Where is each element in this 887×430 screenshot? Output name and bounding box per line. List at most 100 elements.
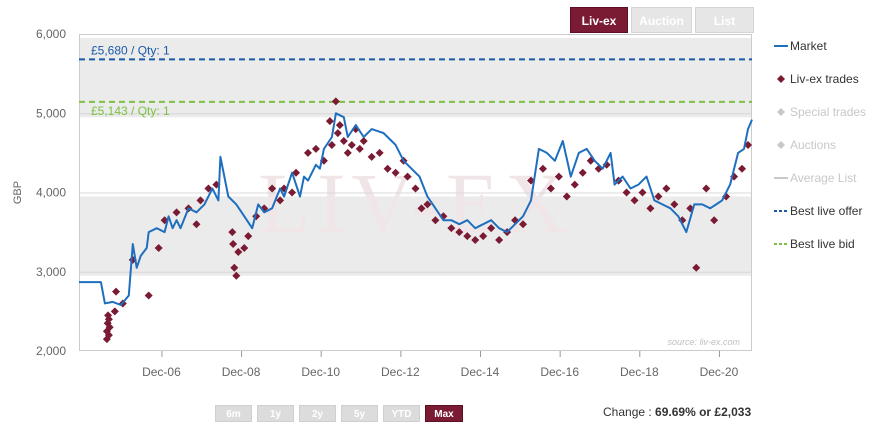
trade-point (383, 164, 392, 173)
trade-point (230, 263, 239, 272)
trade-point (411, 184, 420, 193)
trade-point (112, 287, 121, 296)
x-tick-label: Dec-16 (540, 365, 579, 379)
y-tick-label: 2,000 (36, 344, 66, 358)
trade-point (455, 228, 464, 237)
y-tick-label: 5,000 (36, 106, 66, 120)
change-summary: Change : 69.69% or £2,033 (603, 405, 751, 419)
x-tick-label: Dec-10 (301, 365, 340, 379)
trade-point (234, 247, 243, 256)
legend-label: Best live offer (790, 204, 863, 218)
trade-point (479, 232, 488, 241)
trade-point (463, 232, 472, 241)
trade-point (578, 168, 587, 177)
trade-point (702, 184, 711, 193)
range-max-button[interactable]: Max (425, 405, 463, 422)
legend-symbol-icon (777, 141, 785, 149)
trade-point (375, 148, 384, 157)
trade-point (172, 208, 181, 217)
trade-point (104, 331, 113, 340)
x-axis: Dec-06 Dec-08 Dec-10 Dec-12 Dec-14 Dec-16 Dec-… (142, 351, 739, 379)
trade-point (232, 271, 241, 280)
range-5y-button[interactable]: 5y (341, 405, 378, 422)
trade-point (662, 184, 671, 193)
trade-point (495, 236, 504, 245)
trade-point (144, 291, 153, 300)
y-tick-label: 3,000 (36, 265, 66, 279)
trade-point (622, 188, 631, 197)
trade-point (670, 200, 679, 209)
trade-point (268, 184, 277, 193)
range-6m-button[interactable]: 6m (215, 405, 252, 422)
tab-auction[interactable]: Auction (631, 7, 692, 33)
trade-point (343, 148, 352, 157)
trade-point (325, 117, 334, 126)
tab-list[interactable]: List (695, 7, 754, 33)
market-series-line (79, 112, 753, 306)
trade-point (638, 188, 647, 197)
y-tick-label: 6,000 (36, 27, 66, 41)
trade-point (403, 172, 412, 181)
trade-point (692, 263, 701, 272)
trade-point (244, 232, 253, 241)
legend-symbol-icon (774, 210, 788, 212)
trade-point (538, 164, 547, 173)
range-ytd-button[interactable]: YTD (383, 405, 420, 422)
x-tick-label: Dec-20 (700, 365, 739, 379)
trade-point (276, 196, 285, 205)
plot-border (79, 34, 752, 351)
trade-point (423, 200, 432, 209)
trade-point (391, 168, 400, 177)
x-tick-label: Dec-06 (142, 365, 181, 379)
plot-band (79, 37, 752, 118)
best-live-offer-label: £5,680 / Qty: 1 (91, 43, 170, 57)
trade-point (546, 184, 555, 193)
trade-point (630, 196, 639, 205)
trade-point (110, 307, 119, 316)
trade-point (351, 125, 360, 134)
legend-symbol-icon (774, 45, 788, 47)
trade-point (228, 228, 237, 237)
y-axis-title: GBP (12, 181, 24, 204)
legend-symbol-icon (777, 75, 785, 83)
trade-point (562, 192, 571, 201)
trade-point (359, 136, 368, 145)
trade-point (104, 315, 113, 324)
change-label: Change : (603, 405, 652, 419)
trade-point (554, 172, 563, 181)
trade-point (331, 97, 340, 106)
trade-point (355, 144, 364, 153)
trade-point (154, 243, 163, 252)
trade-point (333, 129, 342, 138)
trade-point (335, 121, 344, 130)
x-tick-label: Dec-12 (381, 365, 420, 379)
legend-label: Liv-ex trades (790, 72, 859, 86)
trade-point (229, 240, 238, 249)
legend-symbol-icon (774, 243, 788, 245)
watermark: LIV-EX (258, 155, 573, 251)
tab-liv-ex[interactable]: Liv-ex (570, 7, 628, 33)
legend-label: Average List (790, 171, 857, 185)
range-2y-button[interactable]: 2y (299, 405, 336, 422)
trade-point (570, 180, 579, 189)
trade-point (240, 243, 249, 252)
range-1y-button[interactable]: 1y (257, 405, 294, 422)
trade-point (288, 188, 297, 197)
x-tick-label: Dec-18 (620, 365, 659, 379)
trade-point (303, 148, 312, 157)
legend-label: Auctions (790, 138, 837, 152)
trade-point (311, 144, 320, 153)
y-tick-label: 4,000 (36, 186, 66, 200)
legend-symbol-icon (777, 108, 785, 116)
trade-point (367, 152, 376, 161)
trade-point (447, 224, 456, 233)
trade-point (431, 216, 440, 225)
legend-label: Best live bid (790, 237, 855, 251)
legend-label: Market (790, 39, 827, 53)
source-credit: source: liv-ex.com (667, 337, 740, 347)
trade-point (471, 236, 480, 245)
legend-symbol-icon (774, 177, 788, 179)
trade-point (327, 140, 336, 149)
x-tick-label: Dec-08 (222, 365, 261, 379)
